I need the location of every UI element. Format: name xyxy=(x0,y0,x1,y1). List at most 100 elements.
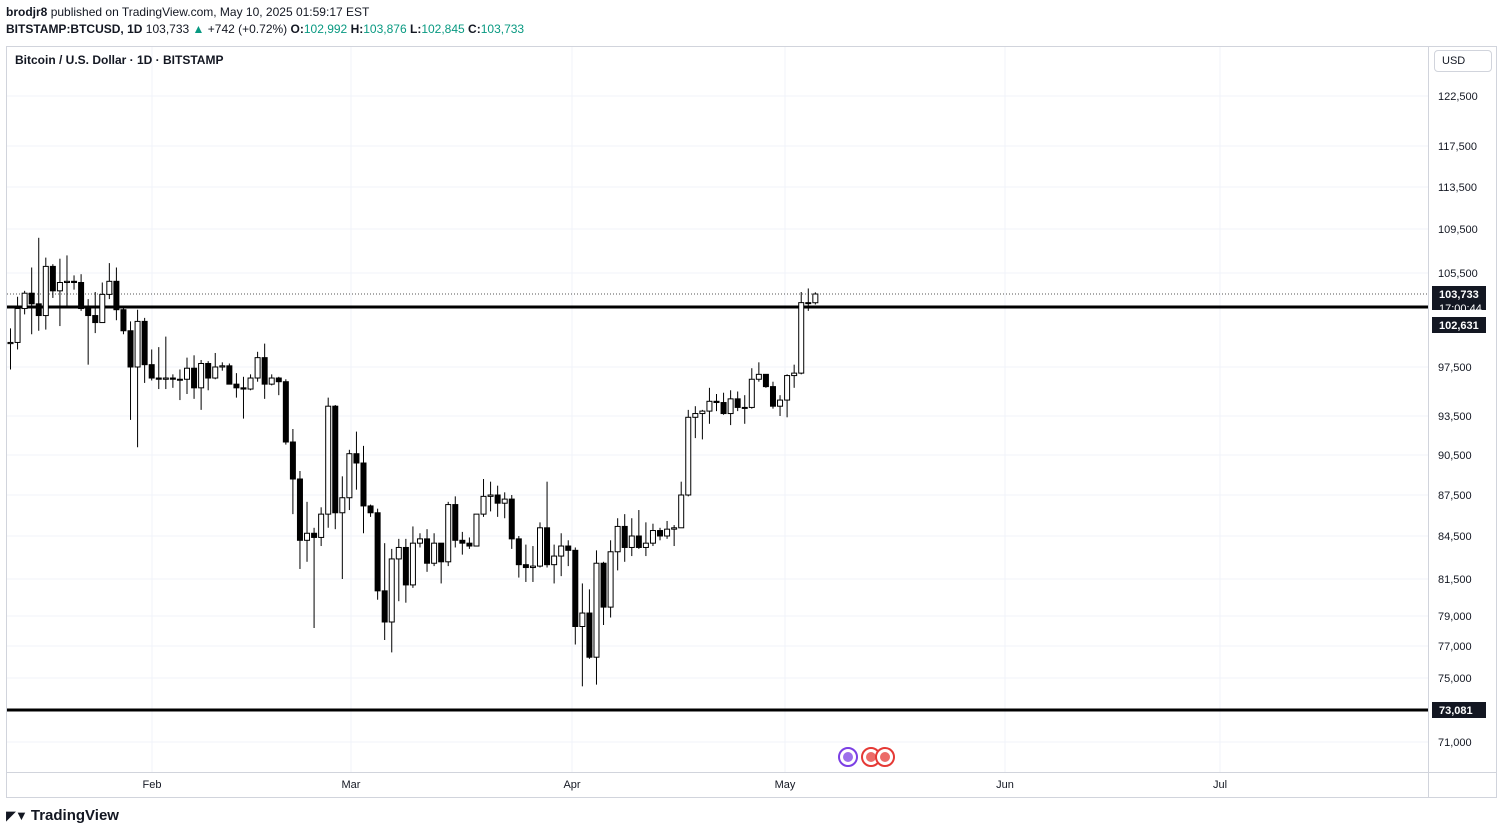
candle-body xyxy=(35,303,42,317)
candle-body xyxy=(7,341,14,345)
author-name[interactable]: brodjr8 xyxy=(6,5,48,19)
candle-body xyxy=(155,377,162,380)
candle-body xyxy=(289,441,296,480)
candle-body xyxy=(381,590,388,623)
time-tick-label: Jul xyxy=(1213,779,1227,791)
candle-body xyxy=(416,538,423,544)
candle-body xyxy=(318,513,325,538)
candle-body xyxy=(85,308,92,317)
candle-body xyxy=(699,410,706,415)
candle-body xyxy=(346,453,353,499)
candle-body xyxy=(452,504,459,541)
candle-body xyxy=(522,564,529,569)
ticker-symbol: BITSTAMP:BTCUSD, 1D xyxy=(6,22,143,36)
candle-body xyxy=(791,372,798,377)
price-tick-label: 87,500 xyxy=(1438,490,1472,502)
high-value: 103,876 xyxy=(363,22,407,36)
low-value: 102,845 xyxy=(421,22,465,36)
chart-frame[interactable] xyxy=(6,46,1497,798)
candle-body xyxy=(360,462,367,507)
candle-body xyxy=(734,398,741,408)
candle-body xyxy=(240,387,247,390)
candle-body xyxy=(56,282,63,292)
candle-body xyxy=(148,364,155,379)
high-label: H: xyxy=(350,22,364,36)
price-tick-label: 71,000 xyxy=(1438,737,1472,749)
candle-body xyxy=(762,373,769,388)
time-tick-label: Feb xyxy=(143,779,162,791)
candle-body xyxy=(713,400,720,404)
candle-body xyxy=(614,525,621,553)
open-value: 102,992 xyxy=(303,22,348,36)
time-tick-label: Apr xyxy=(563,779,580,791)
candle-body xyxy=(311,532,318,538)
candle-body xyxy=(494,494,501,504)
low-label: L: xyxy=(409,22,422,36)
candle-body xyxy=(769,386,776,407)
candle-body xyxy=(628,535,635,548)
price-tick-label: 93,500 xyxy=(1438,411,1472,423)
candle-body xyxy=(473,513,480,547)
up-arrow-icon: ▲ xyxy=(192,22,205,36)
close-value: 103,733 xyxy=(480,22,525,36)
candle-body xyxy=(600,562,607,608)
candle-body xyxy=(529,565,536,569)
logo-text: TradingView xyxy=(30,807,119,824)
candle-body xyxy=(642,542,649,548)
candle-body xyxy=(325,405,332,515)
last-price: 103,733 xyxy=(145,22,190,36)
price-tick-label: 117,500 xyxy=(1438,141,1477,153)
time-tick-label: Mar xyxy=(342,779,361,791)
candle-body xyxy=(706,400,713,412)
candle-body xyxy=(635,535,642,548)
candle-body xyxy=(607,551,614,608)
candle-body xyxy=(395,546,402,560)
candle-body xyxy=(339,497,346,514)
us-flag-event-icon-inner xyxy=(880,752,890,762)
candle-body xyxy=(720,402,727,415)
candle-body xyxy=(282,381,289,443)
candle-body xyxy=(812,293,819,304)
candle-body xyxy=(63,280,70,284)
countdown-label: 17:00:44 xyxy=(1439,303,1482,315)
level-price-label: 102,631 xyxy=(1439,320,1479,332)
candle-body xyxy=(515,538,522,566)
candle-body xyxy=(424,538,431,564)
candle-body xyxy=(367,505,374,514)
candle-body xyxy=(558,545,565,557)
candle-body xyxy=(219,365,226,368)
price-tick-label: 90,500 xyxy=(1438,450,1472,462)
candle-body xyxy=(678,494,685,529)
price-tick-label: 81,500 xyxy=(1438,574,1472,586)
us-flag-event-icon-inner xyxy=(866,752,876,762)
candle-body xyxy=(14,308,21,343)
candle-body xyxy=(579,612,586,627)
candle-body xyxy=(692,413,699,418)
candle-body xyxy=(296,478,303,541)
published-text: published on TradingView.com, May 10, 20… xyxy=(50,5,370,19)
candle-body xyxy=(459,539,466,544)
candle-body xyxy=(226,365,233,385)
price-tick-label: 97,500 xyxy=(1438,362,1472,374)
tradingview-logo[interactable]: ◤▼ TradingView xyxy=(6,807,119,824)
candle-body xyxy=(649,530,656,544)
candle-body xyxy=(657,530,664,537)
candle-body xyxy=(169,377,176,380)
candle-body xyxy=(805,302,812,305)
level-price-label-bg xyxy=(1432,317,1486,333)
candle-body xyxy=(445,504,452,563)
candle-body xyxy=(198,362,205,389)
candle-body xyxy=(176,378,183,381)
candle-body xyxy=(593,562,600,658)
candle-body xyxy=(501,498,508,504)
candle-body xyxy=(671,527,678,530)
currency-button[interactable]: USD xyxy=(1434,50,1492,72)
price-tick-label: 109,500 xyxy=(1438,224,1478,236)
candle-body xyxy=(92,315,99,324)
close-label: C: xyxy=(468,22,481,36)
candle-body xyxy=(78,282,85,310)
candle-body xyxy=(28,292,35,305)
tradingview-logo-icon: ◤▼ xyxy=(6,808,28,823)
candle-body xyxy=(254,357,261,379)
